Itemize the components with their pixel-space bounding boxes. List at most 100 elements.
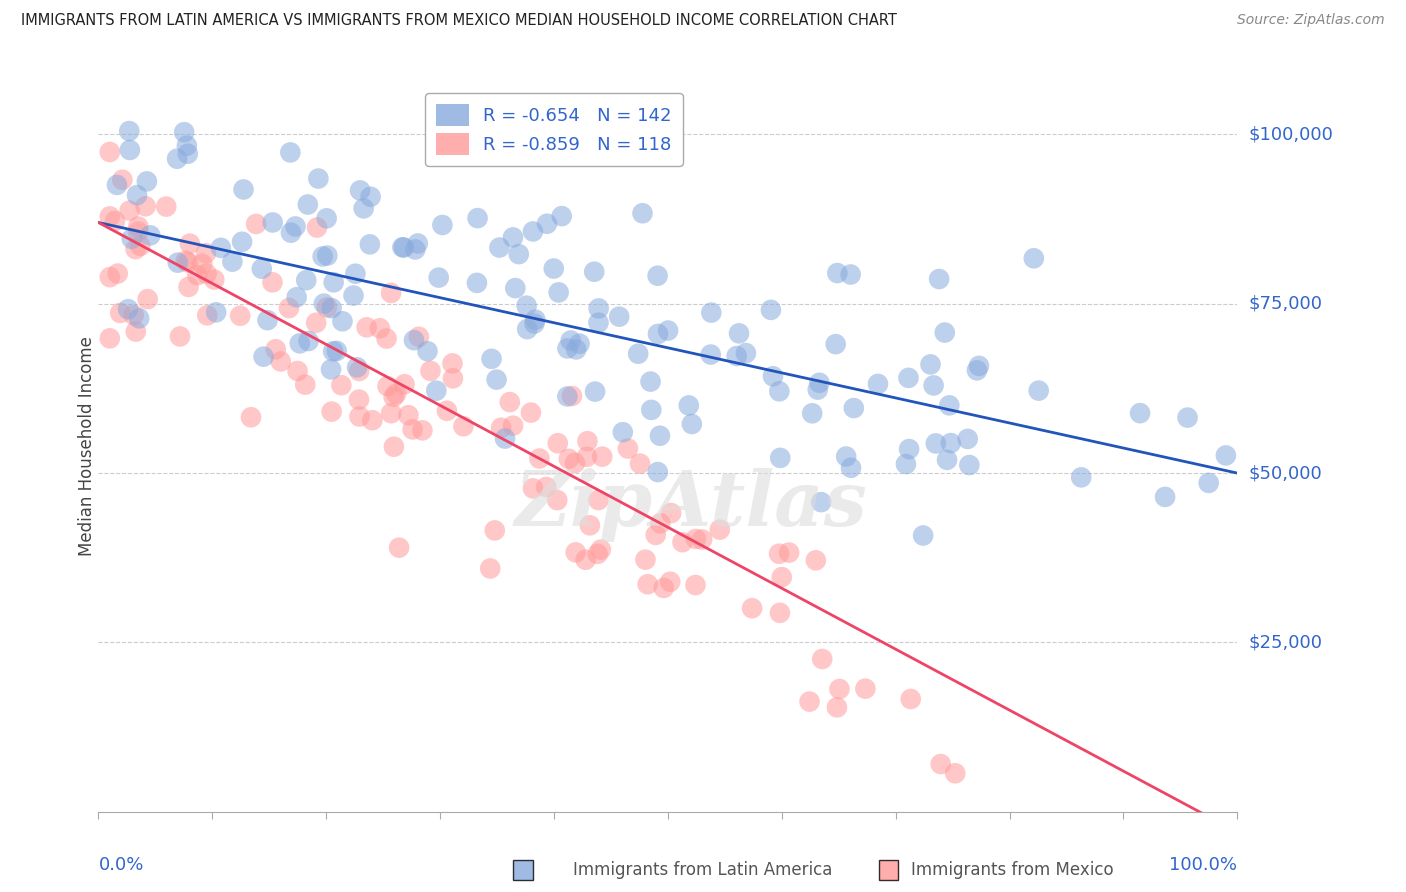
Point <box>589 542 612 557</box>
Point <box>252 350 274 364</box>
Point <box>305 316 328 330</box>
Point <box>287 364 309 378</box>
Point <box>377 379 399 393</box>
Point <box>839 460 862 475</box>
Point <box>588 316 610 330</box>
Point <box>842 401 865 415</box>
Point <box>441 356 464 370</box>
Point <box>209 241 232 255</box>
Point <box>1070 470 1092 484</box>
Point <box>637 577 659 591</box>
Text: Source: ZipAtlas.com: Source: ZipAtlas.com <box>1237 13 1385 28</box>
Point <box>332 314 354 328</box>
Point <box>807 383 830 397</box>
Point <box>125 188 148 202</box>
Point <box>107 267 129 281</box>
Point <box>804 553 827 567</box>
Point <box>898 442 921 456</box>
Point <box>408 330 430 344</box>
Point <box>312 296 335 310</box>
Point <box>700 347 723 361</box>
Point <box>546 493 568 508</box>
Point <box>508 247 530 261</box>
Point <box>936 453 959 467</box>
Point <box>966 363 988 377</box>
Point <box>640 403 662 417</box>
Point <box>488 241 510 255</box>
Point <box>634 552 657 566</box>
Point <box>173 125 195 139</box>
Point <box>522 482 544 496</box>
Point <box>111 173 134 187</box>
Point <box>685 532 707 546</box>
Point <box>427 270 450 285</box>
Point <box>770 570 793 584</box>
Point <box>321 301 343 315</box>
Point <box>558 451 581 466</box>
Point <box>897 371 920 385</box>
Point <box>564 545 586 559</box>
Point <box>118 143 141 157</box>
Point <box>396 408 419 422</box>
Point <box>124 242 146 256</box>
Point <box>195 309 218 323</box>
Point <box>484 524 506 538</box>
Point <box>481 351 503 366</box>
Point <box>240 410 263 425</box>
Point <box>169 329 191 343</box>
Point <box>866 376 889 391</box>
Point <box>644 528 666 542</box>
Point <box>385 387 408 401</box>
Point <box>117 302 139 317</box>
Point <box>678 398 700 412</box>
Text: Immigrants from Latin America: Immigrants from Latin America <box>574 861 832 879</box>
Point <box>725 349 748 363</box>
Point <box>561 389 583 403</box>
Point <box>762 369 785 384</box>
Point <box>900 692 922 706</box>
Point <box>825 700 848 714</box>
Point <box>125 325 148 339</box>
Point <box>591 450 613 464</box>
Point <box>564 456 586 470</box>
Point <box>768 384 790 399</box>
Point <box>560 334 582 348</box>
Point <box>647 465 669 479</box>
Point <box>769 606 792 620</box>
Point <box>330 378 353 392</box>
Point <box>419 364 441 378</box>
Point <box>967 359 990 373</box>
Point <box>808 376 831 390</box>
Point <box>155 200 177 214</box>
Point <box>432 218 454 232</box>
Point <box>557 342 579 356</box>
Point <box>436 404 458 418</box>
Point <box>547 436 569 450</box>
Point <box>278 301 301 315</box>
Point <box>262 215 284 229</box>
Point <box>416 344 439 359</box>
Point <box>280 226 302 240</box>
Point <box>194 246 217 260</box>
Point <box>402 333 425 347</box>
Point <box>659 506 682 520</box>
Point <box>404 243 426 257</box>
Point <box>346 360 368 375</box>
Point <box>853 681 876 696</box>
Point <box>177 255 200 269</box>
Point <box>118 124 141 138</box>
Point <box>177 280 200 294</box>
Point <box>98 210 121 224</box>
Point <box>221 254 243 268</box>
Point <box>938 398 960 412</box>
Point <box>576 434 599 449</box>
Point <box>316 248 339 262</box>
Point <box>839 268 862 282</box>
Point <box>612 425 634 440</box>
Point <box>406 236 429 251</box>
Point <box>135 174 157 188</box>
Point <box>98 145 121 159</box>
Point <box>685 578 707 592</box>
Point <box>681 417 703 431</box>
Point <box>270 354 292 368</box>
